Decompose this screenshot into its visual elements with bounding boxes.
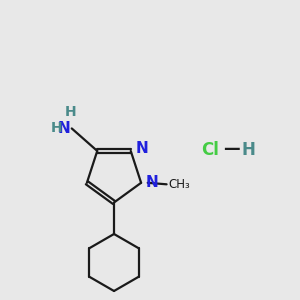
Text: CH₃: CH₃ [168,178,190,191]
Text: H: H [65,104,77,118]
Text: H: H [51,121,63,135]
Text: H: H [242,141,255,159]
Text: N: N [146,175,158,190]
Text: N: N [58,121,70,136]
Text: —: — [224,140,240,158]
Text: N: N [135,141,148,156]
Text: Cl: Cl [201,141,219,159]
